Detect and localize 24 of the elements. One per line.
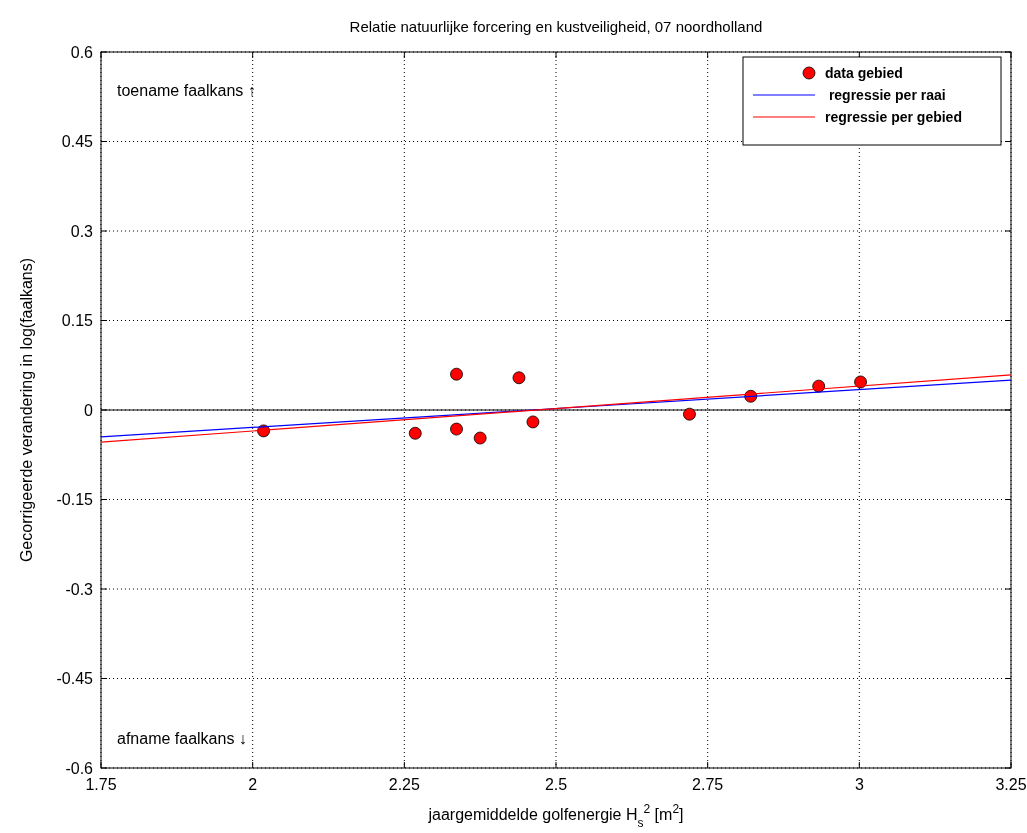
legend-label: regressie per raai <box>825 86 946 103</box>
annotation: toename faalkans ↑ <box>117 82 256 99</box>
y-tick-label: 0 <box>84 401 94 419</box>
x-tick-label: 2.25 <box>388 776 421 793</box>
y-tick-label: 0.45 <box>61 133 94 151</box>
y-axis-title: Gecorrigeerde verandering in log(faalkans) <box>18 257 35 563</box>
x-tick-label: 2.75 <box>692 776 724 793</box>
y-tick-label: 0.3 <box>70 222 94 240</box>
y-tick-label: -0.3 <box>65 580 94 598</box>
x-tick-label: 2 <box>248 776 258 793</box>
chart-title: Relatie natuurlijke forcering en kustveiligheid, 07 noordholland <box>349 18 763 35</box>
x-tick-label: 2.5 <box>544 776 568 793</box>
x-axis-title: jaargemiddelde golfenergie H$_{s}$$^{2}$ [m$^{2}$] <box>427 802 684 830</box>
annotation: afname faalkans ↓ <box>117 730 247 747</box>
y-tick-label: -0.6 <box>65 759 94 777</box>
legend-label: regressie per gebied <box>825 108 962 125</box>
x-tick-label: 3.25 <box>995 776 1027 793</box>
y-tick-label: 0.6 <box>70 43 94 61</box>
y-tick-label: 0.15 <box>61 312 94 330</box>
x-tick-label: 1.75 <box>85 776 117 793</box>
y-tick-label: -0.15 <box>56 491 94 509</box>
y-tick-label: -0.45 <box>56 670 94 688</box>
legend-label: data gebied <box>825 64 903 81</box>
x-tick-label: 3 <box>854 776 864 793</box>
